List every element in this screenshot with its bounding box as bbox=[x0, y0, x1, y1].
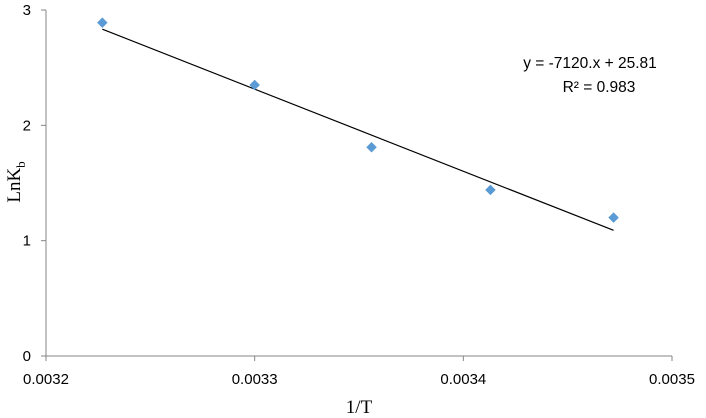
y-tick-label: 1 bbox=[23, 233, 31, 250]
data-point bbox=[96, 17, 108, 29]
y-axis-title-main: LnK bbox=[4, 168, 25, 203]
data-points bbox=[96, 17, 619, 223]
trendline bbox=[102, 28, 614, 231]
x-tick-label: 0.0034 bbox=[440, 371, 486, 388]
y-tick-label: 0 bbox=[23, 348, 31, 365]
data-point bbox=[485, 184, 496, 196]
trendline-r2-label: R² = 0.983 bbox=[563, 79, 636, 96]
labels: y = -7120.x + 25.81 R² = 0.983 1/T LnKb bbox=[4, 55, 657, 418]
data-point bbox=[608, 212, 619, 223]
data-point bbox=[366, 141, 377, 153]
x-tick-label: 0.0035 bbox=[649, 371, 695, 388]
y-axis-title: LnKb bbox=[4, 161, 28, 202]
x-axis-title: 1/T bbox=[346, 397, 373, 418]
y-tick-label: 3 bbox=[23, 2, 31, 19]
axes: 0 1 2 3 0.0032 0.0033 0.0034 0.0035 bbox=[23, 2, 695, 388]
x-tick-label: 0.0033 bbox=[232, 371, 278, 388]
trendline-layer bbox=[102, 28, 614, 231]
trendline-equation-label: y = -7120.x + 25.81 bbox=[523, 55, 657, 72]
y-tick-label: 2 bbox=[23, 117, 31, 134]
data-point bbox=[249, 79, 261, 91]
x-tick-label: 0.0032 bbox=[23, 371, 69, 388]
y-axis-title-subscript: b bbox=[13, 161, 28, 168]
